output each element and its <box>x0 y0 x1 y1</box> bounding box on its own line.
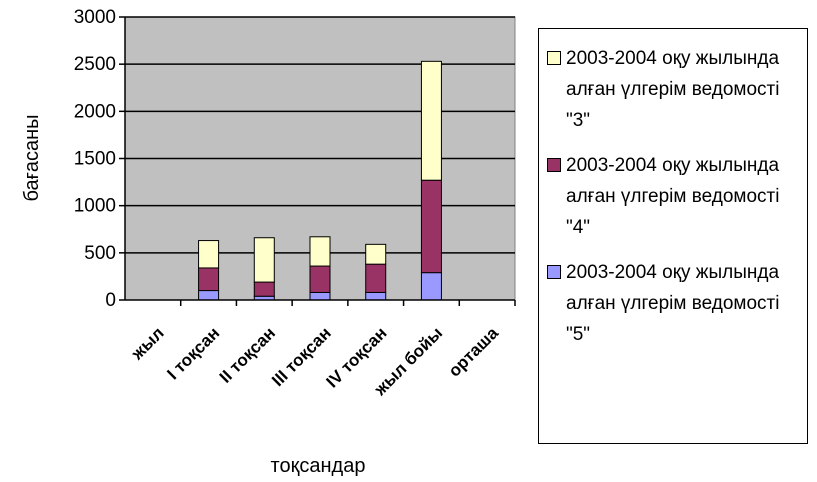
x-category-label: I тоқсан <box>163 323 223 383</box>
bar-segment <box>420 179 442 274</box>
bar-segment <box>420 60 442 181</box>
legend-swatch <box>547 51 561 65</box>
y-tick-label: 0 <box>105 290 116 311</box>
bar-segment <box>198 240 220 269</box>
bar-segment <box>365 263 387 293</box>
legend-label: 2003-2004 оқу жылында алған үлгерім ведо… <box>566 155 780 238</box>
y-tick-label: 2500 <box>74 54 116 75</box>
bar-segment <box>309 291 331 301</box>
bar-segment <box>198 267 220 292</box>
bar-segment <box>420 272 442 301</box>
bar-segment <box>253 237 275 283</box>
y-axis-title: бағасаны <box>21 114 43 201</box>
x-axis-title: тоқсандар <box>271 455 366 477</box>
bar-segment <box>309 265 331 293</box>
legend-swatch <box>547 265 561 279</box>
x-category-label: жыл <box>127 323 168 364</box>
legend: 2003-2004 оқу жылында алған үлгерім ведо… <box>538 28 808 444</box>
y-axis-ticks: 0 500 1000 1500 2000 2500 3000 <box>74 7 125 311</box>
bar-segment <box>198 290 220 301</box>
y-tick-label: 3000 <box>74 7 116 28</box>
legend-item: 2003-2004 оқу жылында алған үлгерім ведо… <box>547 43 803 136</box>
x-category-label: орташа <box>445 323 503 381</box>
legend-swatch <box>547 158 561 172</box>
bars <box>198 60 442 301</box>
y-tick-label: 500 <box>84 243 116 264</box>
legend-label: 2003-2004 оқу жылында алған үлгерім ведо… <box>566 262 780 345</box>
bar-segment <box>365 291 387 301</box>
y-tick-label: 1000 <box>74 196 116 217</box>
y-tick-label: 1500 <box>74 149 116 170</box>
y-tick-label: 2000 <box>74 101 116 122</box>
bar-segment <box>365 243 387 265</box>
legend-label: 2003-2004 оқу жылында алған үлгерім ведо… <box>566 48 780 131</box>
legend-item: 2003-2004 оқу жылында алған үлгерім ведо… <box>547 150 803 243</box>
legend-item: 2003-2004 оқу жылында алған үлгерім ведо… <box>547 257 803 350</box>
bar-segment <box>309 236 331 267</box>
bar-segment <box>253 281 275 297</box>
gridlines <box>125 16 515 254</box>
